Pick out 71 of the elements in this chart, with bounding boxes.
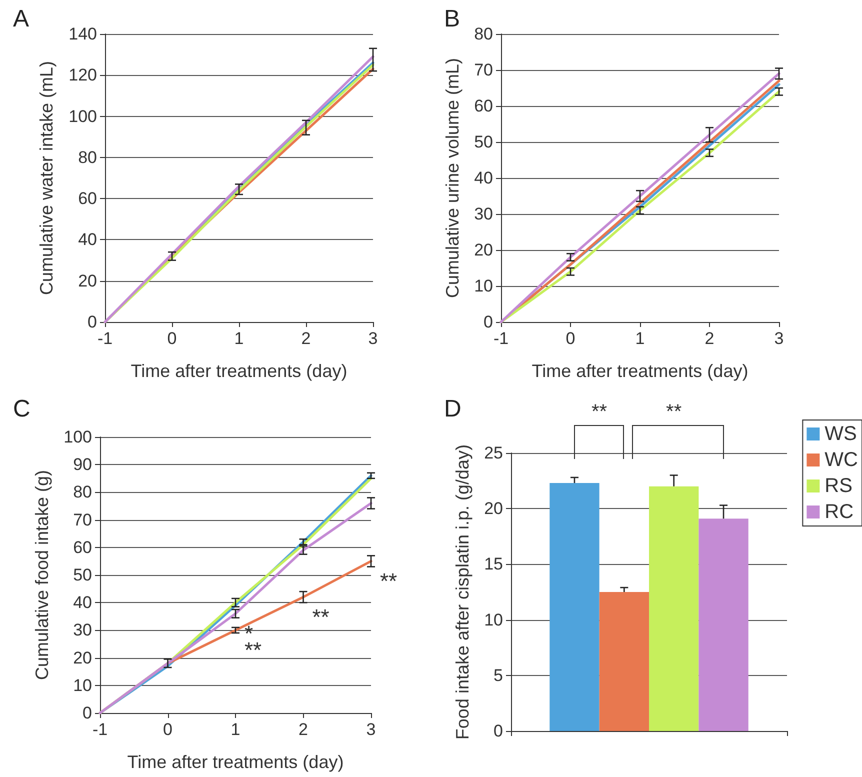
y-tick-label: 0 [88, 312, 97, 332]
legend-label: RC [824, 501, 854, 523]
y-tick-label: 70 [73, 510, 92, 530]
y-tick-label: 30 [474, 204, 493, 224]
y-tick-label: 40 [78, 230, 97, 250]
x-axis-title: Time after treatments (day) [127, 752, 344, 772]
text: ** [590, 401, 608, 424]
y-tick-label: 20 [484, 499, 503, 518]
x-tick-label: 1 [635, 329, 645, 348]
x-tick-label: -1 [92, 720, 108, 739]
y-tick-label: 50 [73, 566, 92, 584]
annotation: ** [312, 604, 330, 630]
y-axis-title: Cumulative urine volume (mL) [442, 58, 463, 298]
bar [698, 518, 748, 731]
y-tick-label: 0 [82, 704, 92, 722]
x-axis-title: Time after treatments (day) [532, 361, 748, 381]
y-tick-label: 50 [474, 132, 493, 152]
x-tick-label: -1 [493, 329, 509, 348]
x-tick-label: 0 [163, 720, 172, 739]
y-tick-label: 60 [474, 96, 493, 116]
y-tick-label: 100 [64, 428, 92, 446]
y-axis-title: Food intake after cisplatin i.p. (g/day) [452, 444, 473, 740]
chart-title: A [13, 6, 30, 32]
x-tick-label: 3 [774, 329, 784, 348]
y-tick-label: 100 [68, 106, 97, 126]
bar [550, 483, 600, 731]
y-tick-label: 60 [73, 538, 92, 557]
y-tick-label: 90 [73, 455, 92, 474]
y-tick-label: 0 [484, 312, 493, 332]
x-tick-label: 2 [298, 720, 308, 739]
y-axis-title: Cumulative water intake (mL) [36, 60, 56, 296]
chart-title: B [444, 6, 460, 32]
y-tick-label: 10 [484, 610, 503, 630]
y-tick-label: 20 [474, 240, 493, 260]
y-tick-label: 120 [68, 66, 97, 85]
chart-title: C [13, 396, 30, 422]
x-tick-label: 2 [704, 329, 714, 348]
y-tick-label: 60 [78, 189, 97, 208]
y-tick-label: 40 [73, 593, 92, 612]
y-tick-label: 25 [484, 444, 503, 462]
y-tick-label: 10 [73, 676, 92, 695]
y-tick-label: 70 [474, 60, 493, 80]
legend-label: WC [824, 449, 858, 471]
y-tick-label: 10 [474, 276, 493, 296]
x-tick-label: 0 [167, 329, 177, 348]
y-tick-label: 80 [73, 482, 92, 502]
chart-title: D [444, 396, 462, 422]
y-tick-label: 20 [78, 271, 97, 290]
y-tick-label: 140 [68, 24, 97, 44]
x-tick-label: 0 [566, 329, 576, 348]
y-tick-label: 30 [73, 620, 92, 640]
y-tick-label: 5 [494, 666, 503, 685]
x-tick-label: 3 [368, 329, 378, 348]
y-axis-title: Cumulative food intake (g) [32, 470, 52, 680]
legend-label: WS [824, 423, 857, 445]
y-tick-label: 80 [78, 148, 97, 167]
annotation: ** [380, 568, 398, 594]
x-tick-label: 1 [230, 720, 240, 739]
text: ** [665, 401, 683, 424]
x-axis-title: Time after treatments (day) [130, 361, 348, 381]
x-tick-label: 3 [366, 720, 376, 739]
x-tick-label: 2 [301, 329, 311, 348]
bar [649, 486, 699, 731]
x-tick-label: -1 [97, 329, 113, 348]
y-tick-label: 15 [484, 554, 503, 574]
y-tick-label: 40 [474, 168, 493, 188]
bar [599, 592, 649, 731]
x-tick-label: 1 [234, 329, 244, 348]
y-tick-label: 20 [73, 648, 92, 668]
y-tick-label: 80 [474, 24, 493, 44]
legend-label: RS [824, 475, 852, 497]
